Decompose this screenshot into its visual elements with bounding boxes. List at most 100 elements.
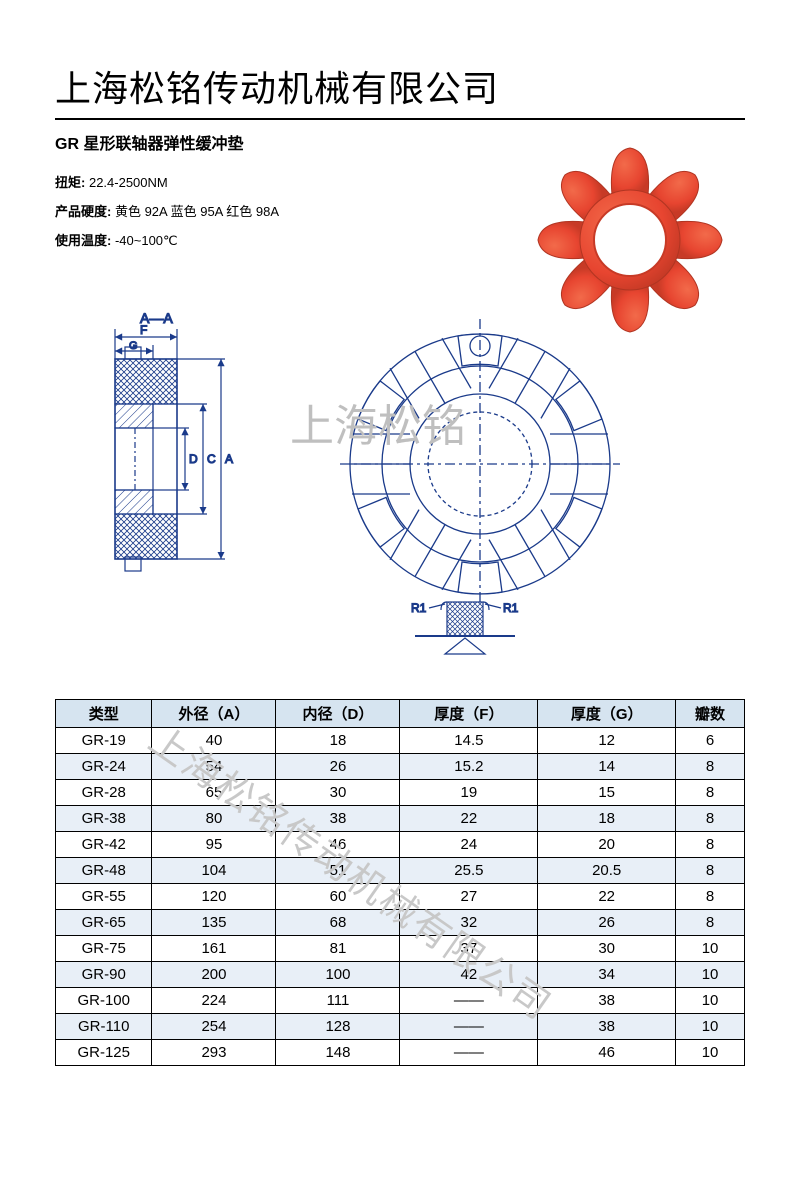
col-inner-diameter: 内径（D） bbox=[276, 700, 400, 728]
table-cell: 24 bbox=[400, 832, 538, 858]
table-cell: 100 bbox=[276, 962, 400, 988]
table-cell: 60 bbox=[276, 884, 400, 910]
col-type: 类型 bbox=[56, 700, 152, 728]
table-cell: 10 bbox=[676, 988, 745, 1014]
table-cell: 32 bbox=[400, 910, 538, 936]
table-cell: 15 bbox=[538, 780, 676, 806]
table-cell: GR-55 bbox=[56, 884, 152, 910]
section-diagram: A—A F G bbox=[85, 309, 255, 599]
temp-label: 使用温度: bbox=[55, 233, 111, 248]
hardness-value: 黄色 92A 蓝色 95A 红色 98A bbox=[115, 204, 279, 219]
table-row: GR-7516181373010 bbox=[56, 936, 745, 962]
table-cell: 10 bbox=[676, 962, 745, 988]
table-row: GR-42954624208 bbox=[56, 832, 745, 858]
table-cell: 104 bbox=[152, 858, 276, 884]
table-cell: 10 bbox=[676, 1014, 745, 1040]
table-cell: 8 bbox=[676, 806, 745, 832]
table-cell: 18 bbox=[538, 806, 676, 832]
table-cell: GR-90 bbox=[56, 962, 152, 988]
torque-value: 22.4-2500NM bbox=[89, 175, 168, 190]
table-cell: 12 bbox=[538, 728, 676, 754]
table-cell: 26 bbox=[276, 754, 400, 780]
table-cell: 95 bbox=[152, 832, 276, 858]
table-cell: —— bbox=[400, 1040, 538, 1066]
table-cell: 8 bbox=[676, 832, 745, 858]
front-diagram bbox=[335, 319, 625, 609]
table-cell: 30 bbox=[276, 780, 400, 806]
table-cell: 38 bbox=[538, 1014, 676, 1040]
table-row: GR-481045125.520.58 bbox=[56, 858, 745, 884]
table-cell: GR-48 bbox=[56, 858, 152, 884]
svg-text:C: C bbox=[207, 452, 216, 466]
table-cell: 6 bbox=[676, 728, 745, 754]
svg-text:R1: R1 bbox=[411, 601, 427, 615]
table-cell: 40 bbox=[152, 728, 276, 754]
table-cell: 19 bbox=[400, 780, 538, 806]
table-cell: 148 bbox=[276, 1040, 400, 1066]
title-rule bbox=[55, 118, 745, 120]
detail-diagram: R1 R1 bbox=[395, 594, 535, 664]
col-thickness-g: 厚度（G） bbox=[538, 700, 676, 728]
table-row: GR-100224111——3810 bbox=[56, 988, 745, 1014]
table-cell: GR-38 bbox=[56, 806, 152, 832]
col-petals: 瓣数 bbox=[676, 700, 745, 728]
table-cell: 26 bbox=[538, 910, 676, 936]
table-cell: 224 bbox=[152, 988, 276, 1014]
table-cell: 200 bbox=[152, 962, 276, 988]
table-cell: GR-75 bbox=[56, 936, 152, 962]
torque-label: 扭矩: bbox=[55, 175, 85, 190]
table-cell: 37 bbox=[400, 936, 538, 962]
table-cell: 293 bbox=[152, 1040, 276, 1066]
table-cell: 22 bbox=[538, 884, 676, 910]
table-cell: 42 bbox=[400, 962, 538, 988]
table-cell: GR-65 bbox=[56, 910, 152, 936]
table-row: GR-24542615.2148 bbox=[56, 754, 745, 780]
table-cell: 80 bbox=[152, 806, 276, 832]
table-cell: 20 bbox=[538, 832, 676, 858]
table-cell: 14.5 bbox=[400, 728, 538, 754]
svg-text:G: G bbox=[129, 340, 138, 352]
table-cell: GR-24 bbox=[56, 754, 152, 780]
table-cell: 18 bbox=[276, 728, 400, 754]
table-cell: 68 bbox=[276, 910, 400, 936]
table-cell: 25.5 bbox=[400, 858, 538, 884]
table-cell: 8 bbox=[676, 884, 745, 910]
table-row: GR-110254128——3810 bbox=[56, 1014, 745, 1040]
table-cell: GR-19 bbox=[56, 728, 152, 754]
table-cell: 22 bbox=[400, 806, 538, 832]
table-cell: 34 bbox=[538, 962, 676, 988]
table-row: GR-90200100423410 bbox=[56, 962, 745, 988]
table-cell: GR-100 bbox=[56, 988, 152, 1014]
table-cell: 46 bbox=[276, 832, 400, 858]
temp-value: -40~100℃ bbox=[115, 233, 178, 248]
table-cell: 8 bbox=[676, 780, 745, 806]
spec-table: 类型 外径（A） 内径（D） 厚度（F） 厚度（G） 瓣数 GR-1940181… bbox=[55, 699, 745, 1066]
table-cell: 8 bbox=[676, 910, 745, 936]
svg-text:F: F bbox=[140, 323, 147, 337]
table-cell: 65 bbox=[152, 780, 276, 806]
svg-text:R1: R1 bbox=[503, 601, 519, 615]
col-thickness-f: 厚度（F） bbox=[400, 700, 538, 728]
table-cell: —— bbox=[400, 1014, 538, 1040]
table-cell: 81 bbox=[276, 936, 400, 962]
table-cell: 30 bbox=[538, 936, 676, 962]
table-cell: GR-110 bbox=[56, 1014, 152, 1040]
table-cell: 15.2 bbox=[400, 754, 538, 780]
table-cell: 128 bbox=[276, 1014, 400, 1040]
table-row: GR-651356832268 bbox=[56, 910, 745, 936]
table-cell: 10 bbox=[676, 936, 745, 962]
table-cell: 135 bbox=[152, 910, 276, 936]
hardness-label: 产品硬度: bbox=[55, 204, 111, 219]
table-row: GR-28653019158 bbox=[56, 780, 745, 806]
table-cell: 27 bbox=[400, 884, 538, 910]
col-outer-diameter: 外径（A） bbox=[152, 700, 276, 728]
company-title: 上海松铭传动机械有限公司 bbox=[55, 60, 745, 112]
table-cell: 120 bbox=[152, 884, 276, 910]
table-cell: 46 bbox=[538, 1040, 676, 1066]
table-cell: 38 bbox=[276, 806, 400, 832]
table-cell: 14 bbox=[538, 754, 676, 780]
table-cell: 54 bbox=[152, 754, 276, 780]
table-row: GR-125293148——4610 bbox=[56, 1040, 745, 1066]
table-cell: 10 bbox=[676, 1040, 745, 1066]
table-row: GR-19401814.5126 bbox=[56, 728, 745, 754]
